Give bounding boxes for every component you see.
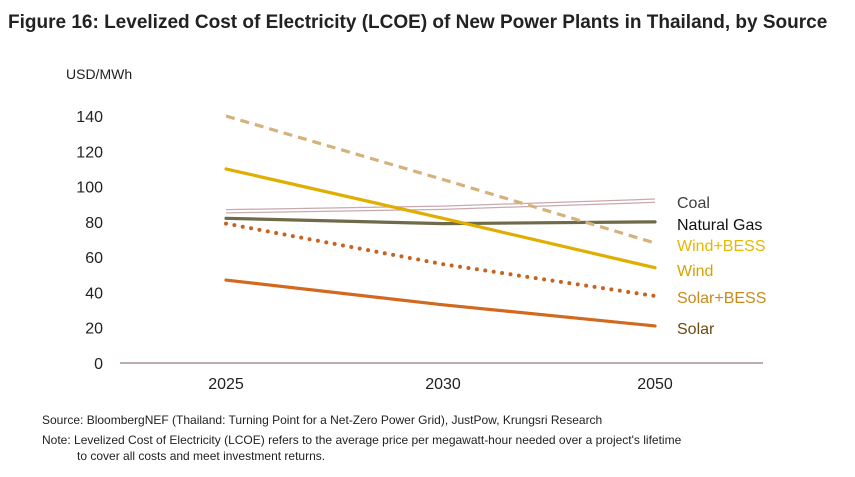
series-line-solar: [224, 278, 657, 328]
series-line-wind-bess: [225, 114, 656, 245]
note-line-1: Note: Levelized Cost of Electricity (LCO…: [42, 433, 682, 447]
y-tick-label: 20: [85, 321, 103, 338]
series-line-inner-coal: [225, 199, 656, 213]
y-tick-label: 120: [76, 144, 103, 161]
series-label-coal: Coal: [677, 195, 710, 212]
series-line-natural-gas: [224, 216, 657, 226]
y-tick-label: 80: [85, 215, 103, 232]
y-axis-label: USD/MWh: [66, 66, 133, 82]
y-tick-label: 60: [85, 250, 103, 267]
chart-title: Figure 16: Levelized Cost of Electricity…: [8, 12, 828, 33]
y-tick-label: 140: [76, 109, 103, 126]
series-line-wind: [224, 167, 657, 270]
y-tick-label: 100: [76, 180, 103, 197]
x-tick-label: 2030: [425, 376, 461, 393]
series-label-solar-bess: Solar+BESS: [677, 290, 766, 307]
series-label-natural-gas: Natural Gas: [677, 217, 762, 234]
note-line-2: to cover all costs and meet investment r…: [77, 449, 326, 463]
source-note: Source: BloombergNEF (Thailand: Turning …: [42, 413, 603, 427]
x-tick-label: 2025: [208, 376, 244, 393]
series-label-wind: Wind: [677, 263, 713, 280]
y-tick-label: 40: [85, 285, 103, 302]
x-tick-label: 2050: [637, 376, 673, 393]
y-tick-label: 0: [94, 356, 103, 373]
series-label-solar: Solar: [677, 321, 715, 338]
series-label-wind-bess: Wind+BESS: [677, 238, 765, 255]
series-line-solar-bess: [224, 221, 657, 298]
